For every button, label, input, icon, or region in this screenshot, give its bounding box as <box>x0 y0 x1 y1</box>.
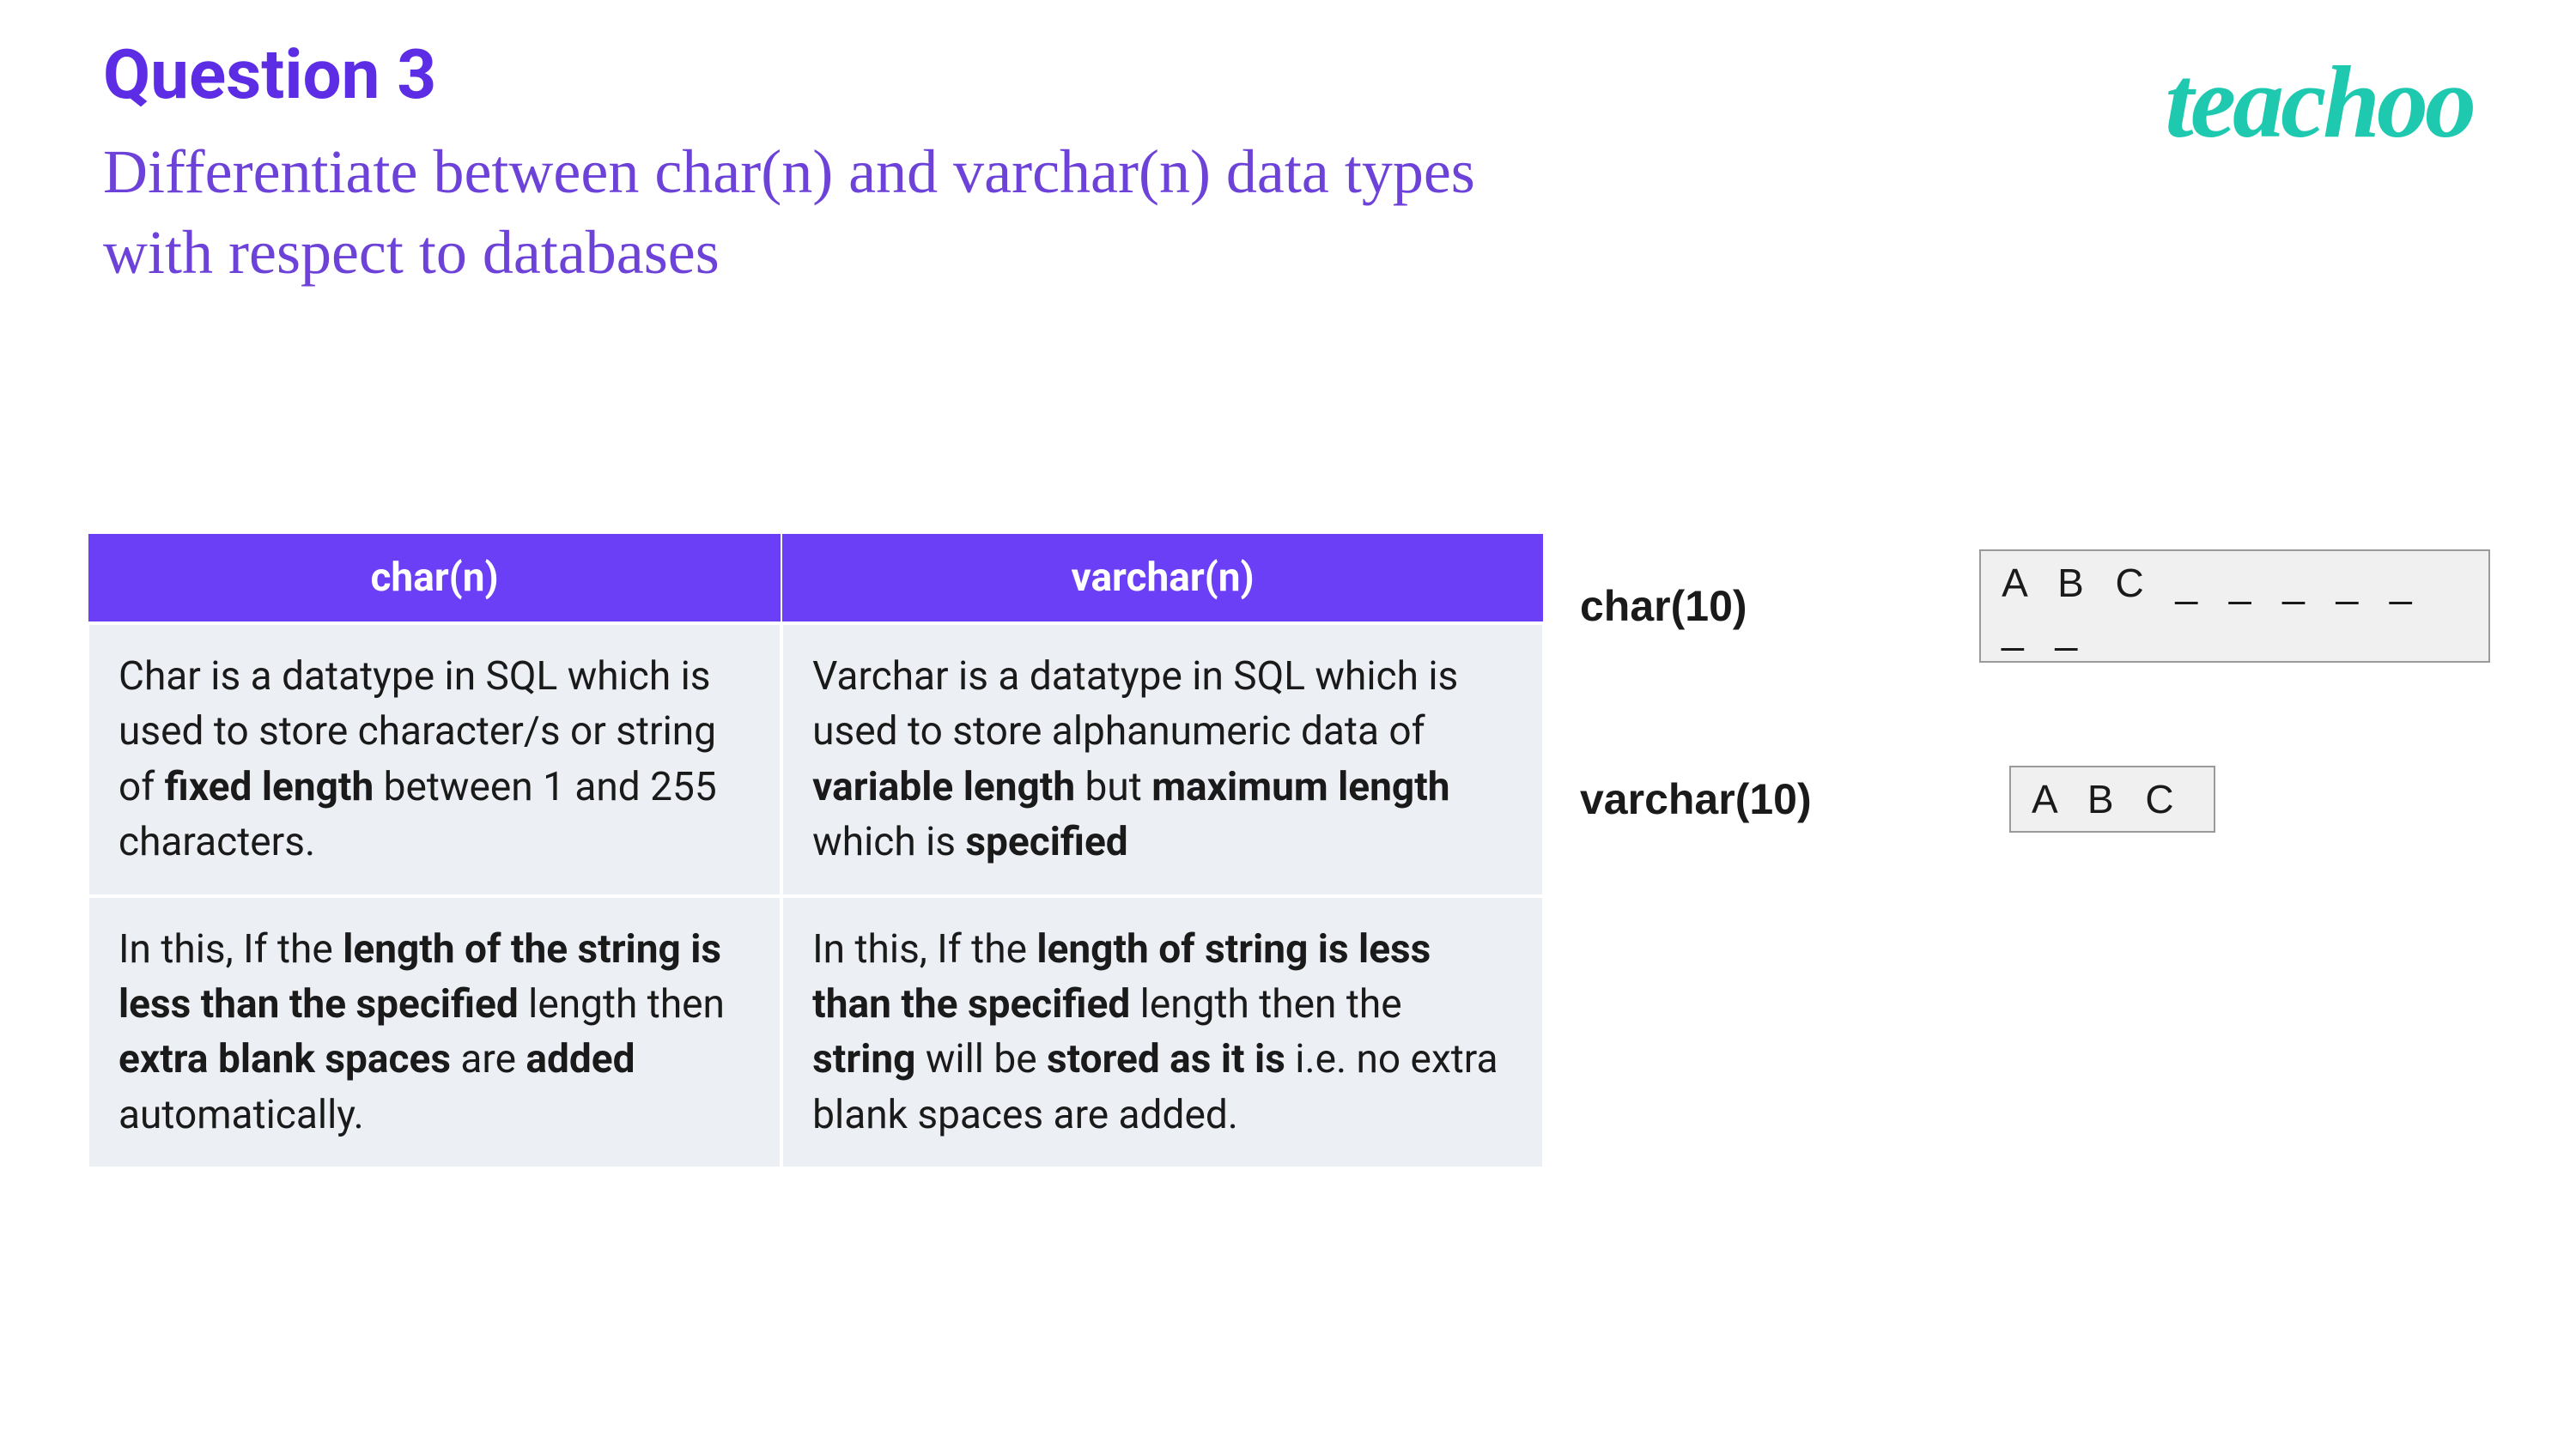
brand-logo: teachoo <box>2165 34 2473 293</box>
table-header-row: char(n) varchar(n) <box>88 533 1544 623</box>
example-char-label: char(10) <box>1580 581 1807 631</box>
table-cell: Varchar is a datatype in SQL which is us… <box>781 623 1544 896</box>
table-body: Char is a datatype in SQL which is used … <box>88 623 1544 1168</box>
examples-column: char(10) A B C _ _ _ _ _ _ _ varchar(10)… <box>1580 532 2490 936</box>
table-cell: In this, If the length of string is less… <box>781 896 1544 1169</box>
example-varchar-row: varchar(10) A B C <box>1580 766 2490 833</box>
example-varchar-label: varchar(10) <box>1580 774 1838 824</box>
table-row: Char is a datatype in SQL which is used … <box>88 623 1544 896</box>
table-row: In this, If the length of the string is … <box>88 896 1544 1169</box>
table-header-varchar: varchar(n) <box>781 533 1544 623</box>
table-cell: Char is a datatype in SQL which is used … <box>88 623 781 896</box>
question-text: Differentiate between char(n) and varcha… <box>103 132 1477 293</box>
example-varchar-box: A B C <box>2009 766 2215 833</box>
comparison-table: char(n) varchar(n) Char is a datatype in… <box>86 532 1546 1170</box>
table-cell: In this, If the length of the string is … <box>88 896 781 1169</box>
question-number: Question 3 <box>103 34 1477 115</box>
example-char-row: char(10) A B C _ _ _ _ _ _ _ <box>1580 549 2490 663</box>
header-row: Question 3 Differentiate between char(n)… <box>103 34 2473 293</box>
table-header-char: char(n) <box>88 533 781 623</box>
question-block: Question 3 Differentiate between char(n)… <box>103 34 1477 293</box>
example-char-box: A B C _ _ _ _ _ _ _ <box>1979 549 2490 663</box>
content-row: char(n) varchar(n) Char is a datatype in… <box>86 532 2490 1170</box>
